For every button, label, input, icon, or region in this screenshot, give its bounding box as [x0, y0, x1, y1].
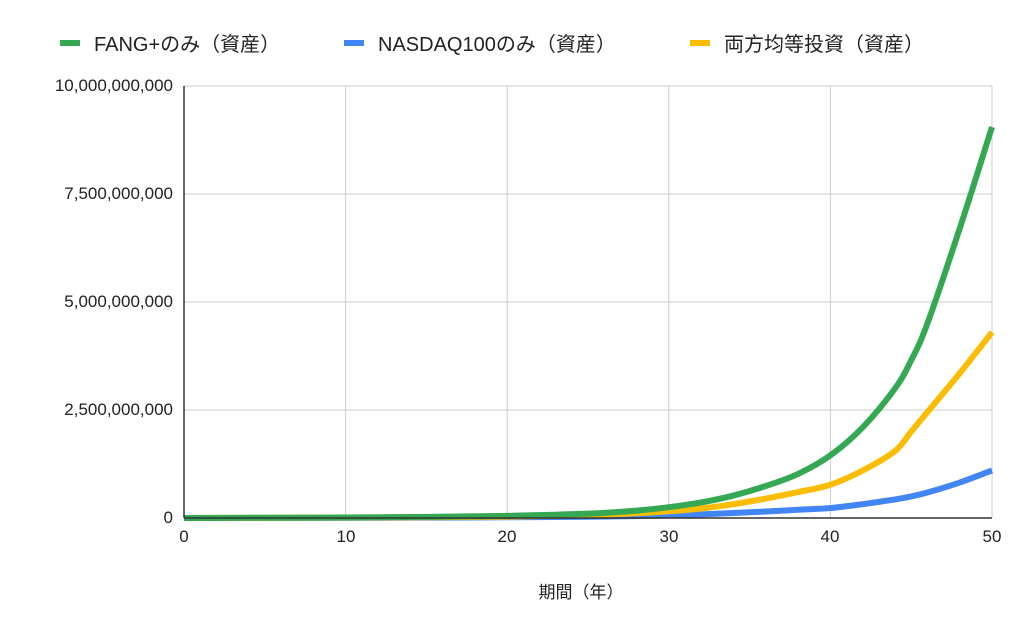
chart-legend: FANG+のみ（資産） NASDAQ100のみ（資産） 両方均等投資（資産）: [0, 28, 1024, 58]
legend-item-nasdaq100[interactable]: NASDAQ100のみ（資産）: [344, 28, 616, 57]
legend-item-fang[interactable]: FANG+のみ（資産）: [60, 28, 280, 57]
x-tick-label: 50: [982, 527, 1002, 546]
x-tick-label: 40: [820, 527, 840, 546]
legend-label: NASDAQ100のみ（資産）: [378, 34, 616, 56]
series-line[interactable]: [183, 330, 995, 521]
y-tick-label: 5,000,000,000: [64, 292, 173, 311]
x-tick-label: 10: [336, 527, 356, 546]
legend-label: 両方均等投資（資産）: [724, 34, 924, 56]
x-tick-label: 0: [179, 527, 189, 546]
y-tick-label: 7,500,000,000: [64, 184, 173, 203]
x-tick-label: 30: [659, 527, 679, 546]
y-tick-label: 0: [163, 508, 173, 527]
x-tick-label: 20: [497, 527, 517, 546]
gridlines: [184, 85, 993, 518]
legend-item-equal-split[interactable]: 両方均等投資（資産）: [690, 28, 924, 57]
series-line[interactable]: [183, 126, 995, 521]
y-tick-label: 2,500,000,000: [64, 400, 173, 419]
series-lines: [183, 126, 995, 521]
x-axis-title: 期間（年）: [538, 583, 624, 602]
legend-swatch-green-icon: [60, 39, 80, 46]
legend-swatch-blue-icon: [344, 39, 364, 46]
y-tick-label: 10,000,000,000: [54, 76, 173, 95]
legend-label: FANG+のみ（資産）: [94, 34, 281, 56]
legend-swatch-yellow-icon: [690, 39, 710, 46]
